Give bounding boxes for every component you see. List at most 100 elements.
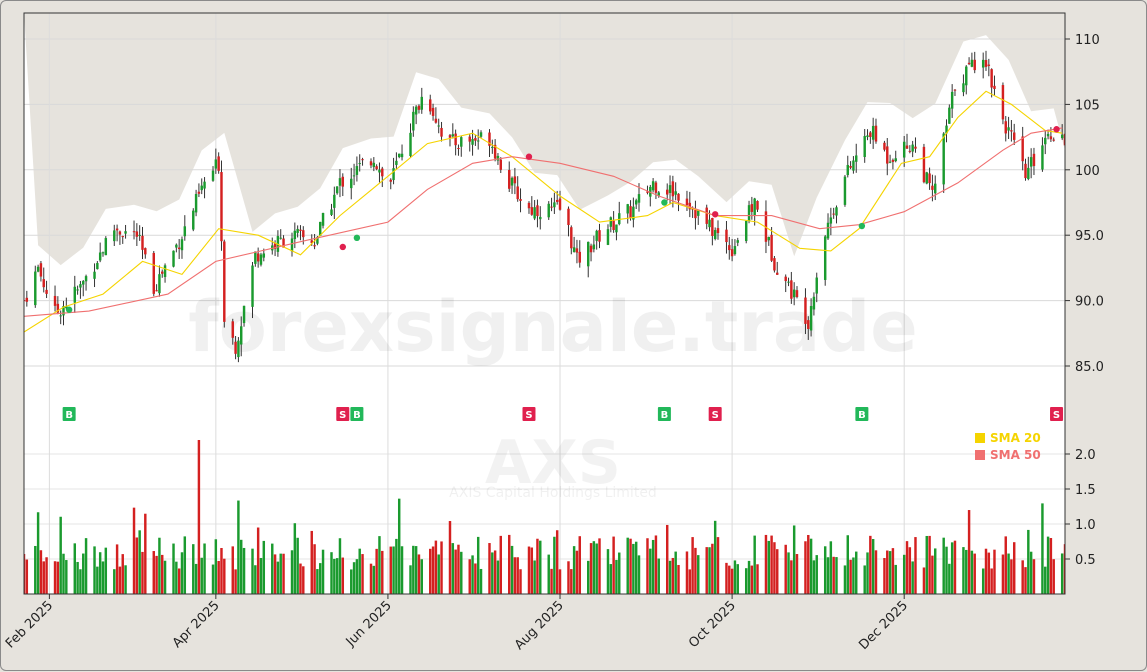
volume-bar — [558, 569, 562, 594]
candle-body — [259, 254, 263, 265]
candle-body — [852, 160, 855, 171]
sell-signal-marker — [1050, 407, 1064, 421]
candle-body — [902, 141, 906, 158]
candle-body — [567, 208, 570, 226]
volume-bar — [460, 551, 463, 594]
candle-body — [163, 265, 167, 277]
candle-body — [823, 236, 827, 280]
candle-body — [711, 217, 714, 236]
volume-bar — [981, 568, 985, 594]
candle-body — [962, 83, 965, 93]
candle-body — [93, 271, 96, 279]
volume-bar — [570, 569, 573, 594]
volume-bar — [967, 510, 971, 594]
candle-body — [192, 210, 195, 230]
plot-border — [23, 12, 1066, 595]
candle-body — [736, 240, 739, 243]
volume-bar — [987, 552, 991, 594]
candle-body — [1032, 153, 1036, 167]
volume-bar — [747, 560, 751, 594]
candle-body — [843, 176, 847, 205]
candle-body — [474, 138, 477, 141]
volume-bar — [101, 561, 105, 594]
legend-swatch — [975, 450, 985, 460]
volume-bar — [671, 557, 675, 594]
volume-bar — [863, 565, 866, 594]
volume-bar — [183, 536, 187, 594]
volume-bar — [96, 566, 99, 594]
volume-bar — [395, 538, 398, 594]
candle-body — [984, 60, 988, 67]
volume-bar — [333, 558, 336, 594]
volume-bar — [513, 557, 517, 594]
candle-body — [448, 135, 452, 138]
candle-body — [180, 239, 184, 251]
watermark: forexsignale.trade — [188, 286, 917, 368]
candle-body — [934, 183, 937, 194]
candle-body — [290, 238, 294, 252]
candle-body — [172, 250, 175, 267]
price-tick-label: 85.0 — [1075, 360, 1104, 375]
buy-signal-marker — [657, 407, 671, 421]
volume-bar — [271, 543, 274, 594]
candle-body — [397, 153, 401, 158]
buy-signal-dot — [858, 222, 866, 230]
volume-bar — [1041, 503, 1044, 594]
candle-body — [558, 198, 562, 210]
candle-body — [161, 271, 164, 274]
volume-bar — [815, 555, 818, 594]
candle-body — [784, 276, 787, 282]
candle-body — [231, 321, 234, 338]
candle-body — [1001, 85, 1005, 120]
volume-bar — [555, 530, 559, 594]
price-mask-area — [24, 13, 1065, 266]
candle-body — [677, 193, 680, 201]
candle-body — [804, 297, 807, 324]
volume-bar — [708, 547, 711, 594]
buy-signal-marker — [350, 407, 364, 421]
candle-body — [891, 159, 895, 162]
volume-bar — [965, 549, 968, 594]
volume-bar — [665, 524, 669, 594]
volume-bar — [905, 541, 909, 594]
volume-bar — [163, 560, 167, 594]
candle-body — [254, 251, 257, 264]
candle-body — [460, 137, 463, 147]
candle-body — [733, 246, 737, 255]
date-tick-label: Jun 2025 — [343, 598, 395, 650]
volume-bar — [431, 546, 435, 594]
volume-bar — [812, 560, 816, 594]
volume-bar — [674, 551, 677, 594]
volume-bar — [361, 554, 364, 594]
volume-bar — [115, 544, 119, 594]
volume-bar — [177, 568, 181, 594]
volume-bar — [220, 548, 223, 594]
candle-body — [1012, 132, 1016, 140]
volume-bar — [155, 555, 158, 594]
volume-bar — [649, 548, 652, 594]
volume-bar — [567, 561, 570, 594]
volume-bar — [414, 546, 418, 594]
volume-bar — [578, 536, 581, 594]
candle-body — [355, 166, 359, 175]
volume-bar — [84, 538, 88, 594]
volume-bar — [539, 540, 542, 594]
candle-body — [708, 219, 711, 228]
candle-body — [815, 277, 818, 294]
price-tick-label: 105 — [1075, 98, 1100, 113]
candle-body — [158, 274, 161, 294]
candle-body — [25, 297, 29, 302]
volume-bar — [1063, 544, 1065, 594]
candle-body — [807, 320, 810, 329]
candle-body — [84, 276, 88, 282]
volume-bar — [1024, 567, 1027, 594]
candle-body — [59, 315, 62, 317]
volume-bar — [39, 550, 43, 594]
volume-bar — [637, 555, 641, 594]
candle-body — [587, 241, 590, 267]
volume-bar — [392, 546, 395, 594]
volume-bar — [197, 440, 201, 594]
candle-body — [113, 230, 116, 242]
candle-body — [211, 170, 215, 181]
